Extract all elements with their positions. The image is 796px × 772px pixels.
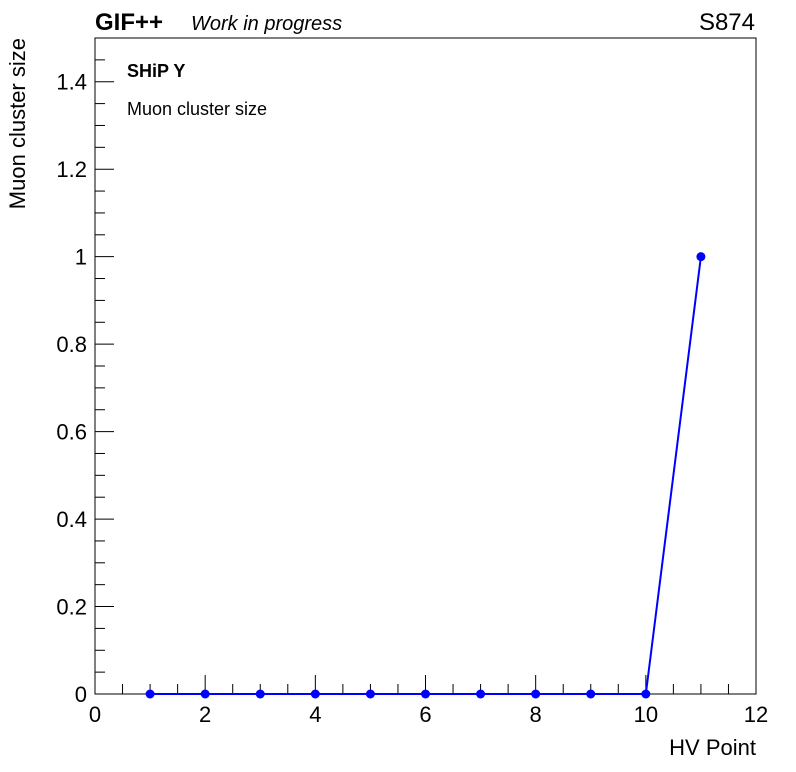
data-point	[145, 689, 155, 699]
x-tick-label: 10	[634, 702, 658, 727]
y-tick-label: 0.2	[56, 595, 87, 620]
data-point	[531, 689, 541, 699]
brand-label: GIF++	[95, 9, 163, 36]
run-label: S874	[699, 9, 755, 36]
x-tick-label: 8	[530, 702, 542, 727]
x-tick-label: 4	[309, 702, 321, 727]
y-tick-label: 1	[75, 245, 87, 270]
x-axis-title: HV Point	[669, 735, 756, 760]
y-axis-title: Muon cluster size	[5, 38, 30, 209]
series-layer	[145, 252, 706, 699]
y-axis: 0 0.2 0.4 0.6 0.8 1 1.2 1.4	[56, 37, 114, 707]
x-tick-label: 2	[199, 702, 211, 727]
x-axis: 0 2 4 6 8 10 12	[89, 675, 768, 727]
data-point	[641, 689, 651, 699]
x-tick-label: 12	[744, 702, 768, 727]
y-tick-label: 0	[75, 682, 87, 707]
y-tick-label: 0.6	[56, 420, 87, 445]
data-point	[476, 689, 486, 699]
data-point	[200, 689, 210, 699]
legend-chamber: SHiP Y	[127, 61, 185, 81]
data-point	[365, 689, 375, 699]
y-tick-label: 1.2	[56, 157, 87, 182]
status-label: Work in progress	[191, 13, 342, 35]
x-tick-label: 0	[89, 702, 101, 727]
data-point	[255, 689, 265, 699]
x-tick-label: 6	[419, 702, 431, 727]
y-tick-label: 0.8	[56, 332, 87, 357]
data-point	[696, 252, 706, 262]
data-point	[586, 689, 596, 699]
y-tick-label: 1.4	[56, 70, 87, 95]
legend-quantity: Muon cluster size	[127, 99, 267, 119]
data-point	[421, 689, 430, 699]
y-tick-label: 0.4	[56, 507, 87, 532]
data-point	[310, 689, 320, 699]
